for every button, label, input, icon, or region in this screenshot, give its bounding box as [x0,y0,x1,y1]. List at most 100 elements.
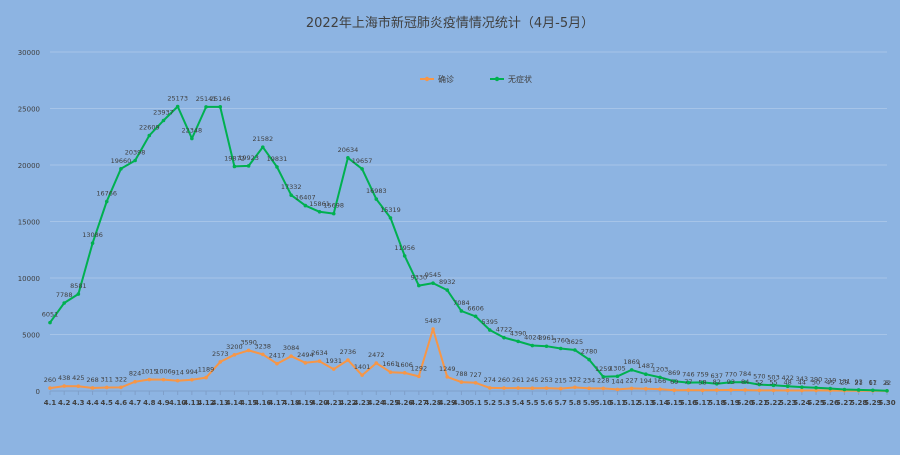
data-label: 2634 [311,349,328,357]
x-tick-label: 5.26 [822,399,839,407]
data-label: 11956 [394,244,415,252]
data-label: 45 [826,378,834,386]
data-label: 144 [611,377,623,385]
data-point [62,384,66,388]
data-point [331,367,336,371]
data-point [729,380,733,385]
data-label: 8 [885,379,889,387]
x-tick-label: 4.20 [311,399,328,407]
legend-item[interactable]: 确诊 [420,74,454,84]
x-tick-label: 5.16 [680,399,697,407]
x-tick-label: 5.6 [540,399,553,407]
data-point [147,133,152,138]
data-label: 425 [72,374,84,382]
legend-item[interactable]: 无症状 [490,74,532,84]
data-label: 824 [129,370,141,378]
data-point [275,361,279,366]
data-point [743,388,747,392]
data-point [544,344,549,349]
data-point [175,378,180,383]
data-point [757,382,762,387]
y-tick-label: 5000 [22,332,40,340]
x-tick-label: 5.27 [836,399,853,407]
x-tick-label: 5.23 [779,399,796,407]
data-point [615,387,620,392]
data-point [686,380,691,385]
data-point [601,386,606,391]
data-label: 1006 [155,368,172,376]
data-point [502,335,506,340]
data-label: 1292 [411,364,428,372]
data-point [885,388,889,393]
x-tick-label: 5.2 [484,399,497,407]
data-label: 1259 [595,365,612,373]
data-label: 245 [526,376,538,384]
data-label: 19660 [111,157,132,165]
data-label: 19872 [224,154,245,162]
x-tick-label: 5.5 [526,399,539,407]
data-label: 84 [741,378,749,386]
data-point [246,164,251,168]
y-tick-label: 25000 [18,106,40,114]
x-tick-label: 4.8 [143,399,156,407]
data-point [246,348,251,353]
data-label: 25173 [167,95,188,103]
legend-marker [424,76,430,82]
x-tick-label: 5.3 [498,399,511,407]
x-tick-label: 4.13 [212,399,229,407]
x-tick-label: 4.26 [396,399,413,407]
data-point [544,386,549,390]
data-point [218,360,223,364]
x-tick-label: 5.4 [512,399,525,407]
data-label: 7788 [56,291,73,299]
data-point [445,375,450,379]
data-label: 438 [58,374,70,382]
data-label: 15319 [380,206,401,214]
data-label: 2472 [368,351,385,359]
data-label: 29 [840,379,848,387]
data-label: 16983 [366,187,387,195]
data-label: 19831 [267,155,288,163]
data-point [104,385,109,390]
x-tick-label: 4.1 [44,399,57,407]
data-point [388,370,393,375]
data-point [658,375,662,380]
x-tick-label: 4.16 [254,399,271,407]
data-point [190,377,194,382]
data-label: 25141 [196,95,217,103]
data-label: 16766 [96,190,117,198]
data-point [530,343,535,348]
data-label: 17332 [281,183,302,191]
data-point [260,145,265,149]
x-tick-label: 5.11 [609,399,626,407]
data-label: 93 [727,378,735,386]
data-point [388,216,393,220]
data-label: 290 [810,376,822,384]
data-label: 261 [512,376,524,384]
data-point [558,386,563,391]
data-point [445,288,450,292]
data-point [90,241,95,245]
data-label: 637 [711,372,723,380]
x-tick-label: 5.14 [651,399,668,407]
x-tick-label: 5.28 [850,399,867,407]
x-tick-label: 4.24 [368,399,385,407]
data-point [289,354,293,358]
data-point [374,197,379,201]
x-tick-label: 4.14 [226,399,243,407]
data-label: 1203 [652,365,669,373]
data-point [360,167,364,171]
data-point [133,379,137,384]
x-tick-label: 4.11 [183,399,200,407]
data-point [374,361,379,365]
data-point [303,203,308,208]
legend[interactable]: 确诊 无症状 [420,74,532,84]
data-label: 215 [555,377,567,385]
data-point [175,104,180,109]
data-label: 422 [781,374,793,382]
x-tick-label: 4.2 [58,399,71,407]
data-point [516,339,520,344]
